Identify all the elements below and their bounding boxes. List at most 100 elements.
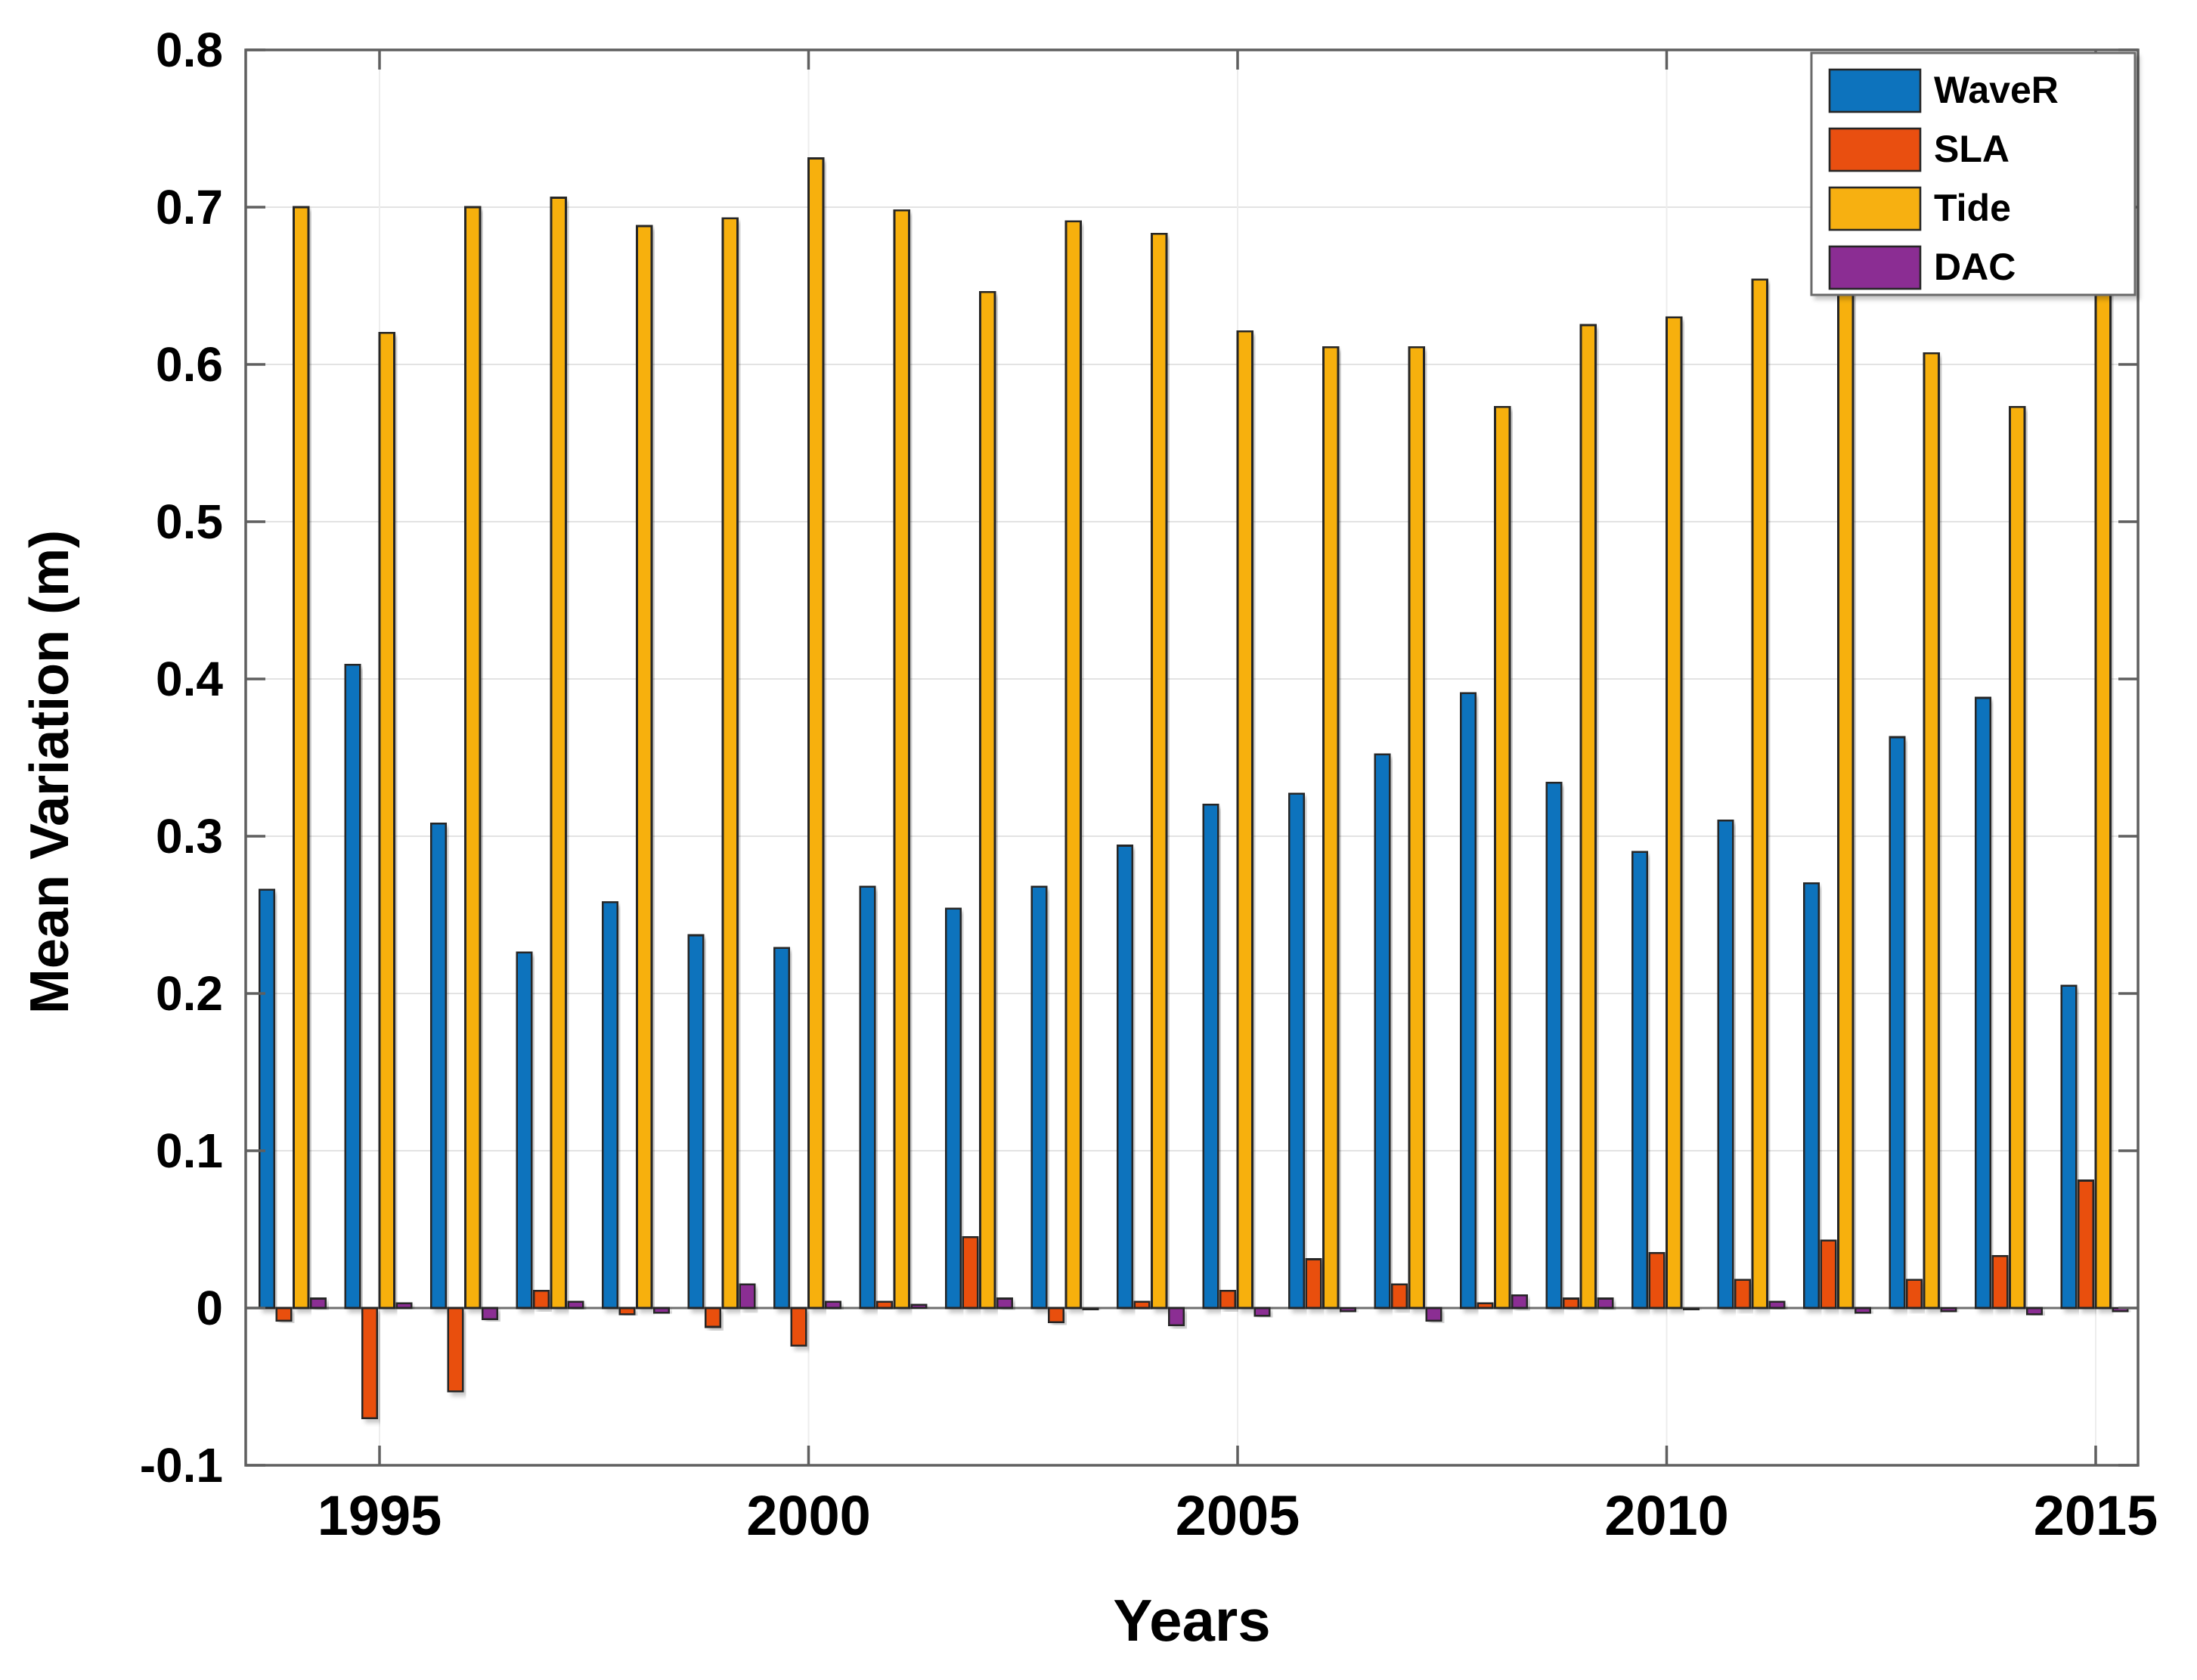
y-tick-label: 0.1 [156,1124,223,1178]
bar-sla-2006 [1305,1258,1322,1310]
bar-dac-1995 [395,1302,413,1310]
legend-label-dac: DAC [1934,246,2016,288]
bar-sla-2014 [1991,1255,2009,1310]
bar-waver-2001 [859,885,876,1310]
bar-tide-2003 [1064,220,1082,1310]
bar-tide-2011 [1751,278,1768,1310]
bar-dac-2006 [1339,1306,1356,1313]
bar-tide-2007 [1408,346,1425,1310]
bar-sla-1998 [618,1306,636,1316]
bar-waver-1997 [516,951,533,1310]
bar-sla-1997 [532,1289,550,1310]
bar-dac-2008 [1511,1294,1528,1310]
bar-dac-2000 [824,1300,841,1310]
x-axis-title: Years [1113,1587,1271,1654]
bar-dac-2011 [1768,1300,1786,1310]
bar-waver-2011 [1717,819,1734,1310]
bar-sla-1994 [275,1306,293,1322]
bar-dac-2013 [1940,1306,1957,1313]
bar-tide-2008 [1494,405,1511,1310]
bar-tide-2014 [2009,405,2026,1310]
y-tick-label: 0.7 [156,180,223,234]
legend-swatch-dac [1828,245,1922,290]
bar-dac-2012 [1854,1306,1871,1314]
bar-tide-2015 [2094,233,2112,1310]
bar-dac-2009 [1597,1297,1614,1310]
bar-dac-2001 [910,1303,928,1310]
y-tick-label: 0.2 [156,966,223,1021]
bar-tide-2009 [1579,324,1597,1310]
bar-dac-2002 [996,1297,1013,1310]
x-tick-label: 2015 [2034,1484,2158,1547]
bar-sla-2003 [1048,1306,1065,1324]
legend-label-sla: SLA [1934,128,2010,170]
bar-tide-1997 [550,197,567,1310]
bar-tide-2005 [1236,330,1253,1310]
bar-tide-2002 [979,290,996,1310]
bar-tide-1995 [378,332,395,1310]
bar-waver-2000 [773,947,790,1310]
bar-sla-2001 [876,1300,894,1310]
x-tick-label: 2005 [1176,1484,1300,1547]
bar-tide-2001 [893,209,910,1310]
y-tick-label: 0.4 [156,652,223,706]
y-tick-label: 0.5 [156,494,223,549]
bar-waver-2013 [1889,736,1906,1310]
bar-tide-2004 [1151,233,1168,1310]
bar-sla-2008 [1477,1302,1494,1310]
bar-waver-2009 [1545,782,1563,1310]
y-tick-label: 0.8 [156,23,223,77]
y-tick-label: 0 [196,1281,223,1335]
x-tick-label: 1995 [318,1484,442,1547]
bar-waver-2014 [1974,696,1991,1310]
bar-dac-2004 [1167,1306,1185,1327]
bar-dac-1997 [567,1300,584,1310]
bar-sla-2002 [962,1236,979,1310]
bar-tide-2013 [1923,352,1940,1310]
bar-waver-2006 [1288,792,1305,1310]
bar-dac-2007 [1425,1306,1442,1322]
bar-tide-2010 [1666,316,1683,1310]
bar-tide-2006 [1322,346,1340,1310]
bar-sla-2000 [790,1306,807,1347]
bar-sla-2011 [1734,1279,1752,1310]
bar-waver-2002 [944,907,962,1310]
bar-dac-1996 [481,1306,499,1320]
bar-waver-2003 [1030,885,1048,1310]
bar-dac-2003 [1082,1306,1099,1311]
legend-swatch-tide [1828,186,1922,231]
bar-waver-1999 [687,934,705,1310]
bar-dac-2005 [1253,1306,1271,1317]
bar-dac-2010 [1682,1306,1700,1311]
y-tick-label: 0.3 [156,809,223,863]
bar-waver-2012 [1802,882,1820,1310]
bar-tide-2012 [1837,277,1855,1310]
bar-dac-1998 [652,1306,671,1314]
legend: WaveR SLA Tide DAC [1810,51,2137,296]
bar-tide-1999 [721,217,739,1310]
y-tick-label: 0.6 [156,337,223,392]
legend-swatch-waver [1828,68,1922,113]
bar-tide-2000 [807,157,825,1310]
bar-sla-1995 [361,1306,379,1419]
bar-waver-2004 [1116,845,1133,1310]
bar-tide-1998 [636,225,653,1310]
bar-waver-1995 [344,663,361,1310]
bar-sla-1999 [704,1306,722,1328]
bar-sla-2007 [1391,1283,1408,1310]
legend-swatch-sla [1828,127,1922,172]
bar-sla-2015 [2078,1179,2095,1310]
legend-label-waver: WaveR [1934,69,2059,111]
y-axis-title: Mean Variation (m) [20,529,80,1015]
x-tick-label: 2000 [746,1484,871,1547]
legend-label-tide: Tide [1934,187,2011,229]
bar-tide-1996 [464,206,482,1310]
bar-waver-1998 [601,901,618,1310]
bar-dac-1994 [309,1297,327,1310]
bar-waver-2010 [1631,851,1648,1310]
bar-waver-2005 [1202,804,1219,1310]
y-tick-label: -0.1 [140,1438,223,1492]
bar-waver-2015 [2060,984,2078,1310]
